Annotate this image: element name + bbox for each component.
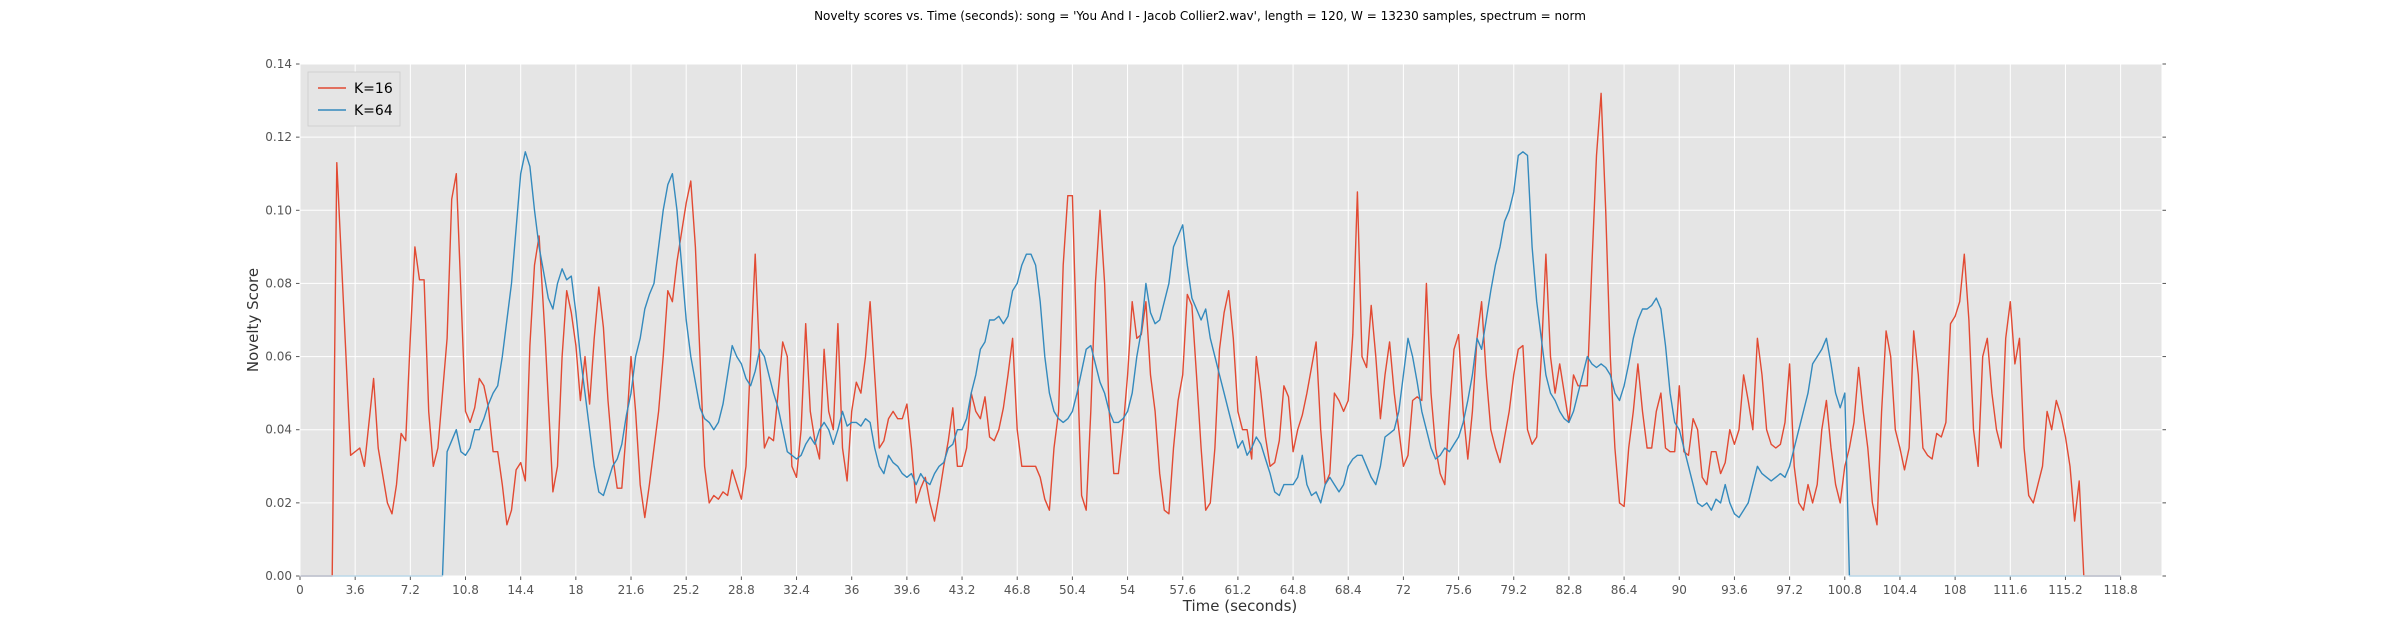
x-tick-label: 57.6 bbox=[1169, 583, 1196, 597]
x-tick-label: 86.4 bbox=[1611, 583, 1638, 597]
y-tick-label: 0.06 bbox=[265, 350, 292, 364]
plot-frame bbox=[299, 63, 2163, 577]
y-tick-label: 0.12 bbox=[265, 130, 292, 144]
series-line-k-16 bbox=[300, 92, 2121, 577]
x-tick-label: 68.4 bbox=[1335, 583, 1362, 597]
x-tick-label: 104.4 bbox=[1883, 583, 1917, 597]
x-tick-label: 115.2 bbox=[2048, 583, 2082, 597]
y-tick-label: 0.14 bbox=[265, 57, 292, 71]
x-tick-label: 32.4 bbox=[783, 583, 810, 597]
y-tick-label: 0.08 bbox=[265, 276, 292, 290]
x-tick-label: 97.2 bbox=[1776, 583, 1803, 597]
x-tick-label: 0 bbox=[296, 583, 304, 597]
x-tick-label: 25.2 bbox=[673, 583, 700, 597]
x-tick-label: 61.2 bbox=[1225, 583, 1252, 597]
x-tick-label: 54 bbox=[1120, 583, 1135, 597]
y-tick-label: 0.02 bbox=[265, 496, 292, 510]
y-axis-ticks: 0.00 0.02 0.04 0.06 0.08 0.10 0.12 0.14 bbox=[265, 57, 2166, 583]
x-tick-label: 118.8 bbox=[2103, 583, 2137, 597]
x-axis-ticks: 0 3.6 7.2 10.8 14.4 18 21.6 25.2 28.8 32.4 36 39.6 4… bbox=[296, 576, 2138, 597]
series-line-k-64 bbox=[300, 151, 2121, 577]
x-tick-label: 64.8 bbox=[1280, 583, 1307, 597]
x-tick-label: 7.2 bbox=[401, 583, 420, 597]
legend-label: K=16 bbox=[354, 81, 393, 97]
legend-box bbox=[307, 71, 401, 127]
x-tick-label: 72 bbox=[1396, 583, 1411, 597]
x-tick-label: 79.2 bbox=[1500, 583, 1527, 597]
x-tick-label: 93.6 bbox=[1721, 583, 1748, 597]
x-axis-label: Time (seconds) bbox=[1182, 597, 1298, 615]
x-tick-label: 3.6 bbox=[346, 583, 365, 597]
x-tick-label: 21.6 bbox=[618, 583, 645, 597]
x-tick-label: 10.8 bbox=[452, 583, 479, 597]
x-tick-label: 100.8 bbox=[1828, 583, 1862, 597]
y-axis-label: Novelty Score bbox=[244, 268, 262, 372]
legend: K=16 K=64 bbox=[307, 71, 401, 127]
y-tick-label: 0.04 bbox=[265, 423, 292, 437]
x-tick-label: 82.8 bbox=[1556, 583, 1583, 597]
x-tick-label: 28.8 bbox=[728, 583, 755, 597]
x-tick-label: 90 bbox=[1672, 583, 1687, 597]
legend-label: K=64 bbox=[354, 103, 393, 119]
y-tick-label: 0.00 bbox=[265, 569, 292, 583]
x-tick-label: 43.2 bbox=[949, 583, 976, 597]
chart-title: Novelty scores vs. Time (seconds): song … bbox=[814, 9, 1586, 23]
series-lines bbox=[300, 92, 2121, 577]
x-tick-label: 39.6 bbox=[894, 583, 921, 597]
x-tick-label: 108 bbox=[1944, 583, 1967, 597]
x-tick-label: 36 bbox=[844, 583, 859, 597]
y-tick-label: 0.10 bbox=[265, 203, 292, 217]
x-tick-label: 18 bbox=[568, 583, 583, 597]
x-tick-label: 46.8 bbox=[1004, 583, 1031, 597]
x-tick-label: 14.4 bbox=[507, 583, 534, 597]
x-tick-label: 111.6 bbox=[1993, 583, 2027, 597]
x-tick-label: 50.4 bbox=[1059, 583, 1086, 597]
x-tick-label: 75.6 bbox=[1445, 583, 1472, 597]
